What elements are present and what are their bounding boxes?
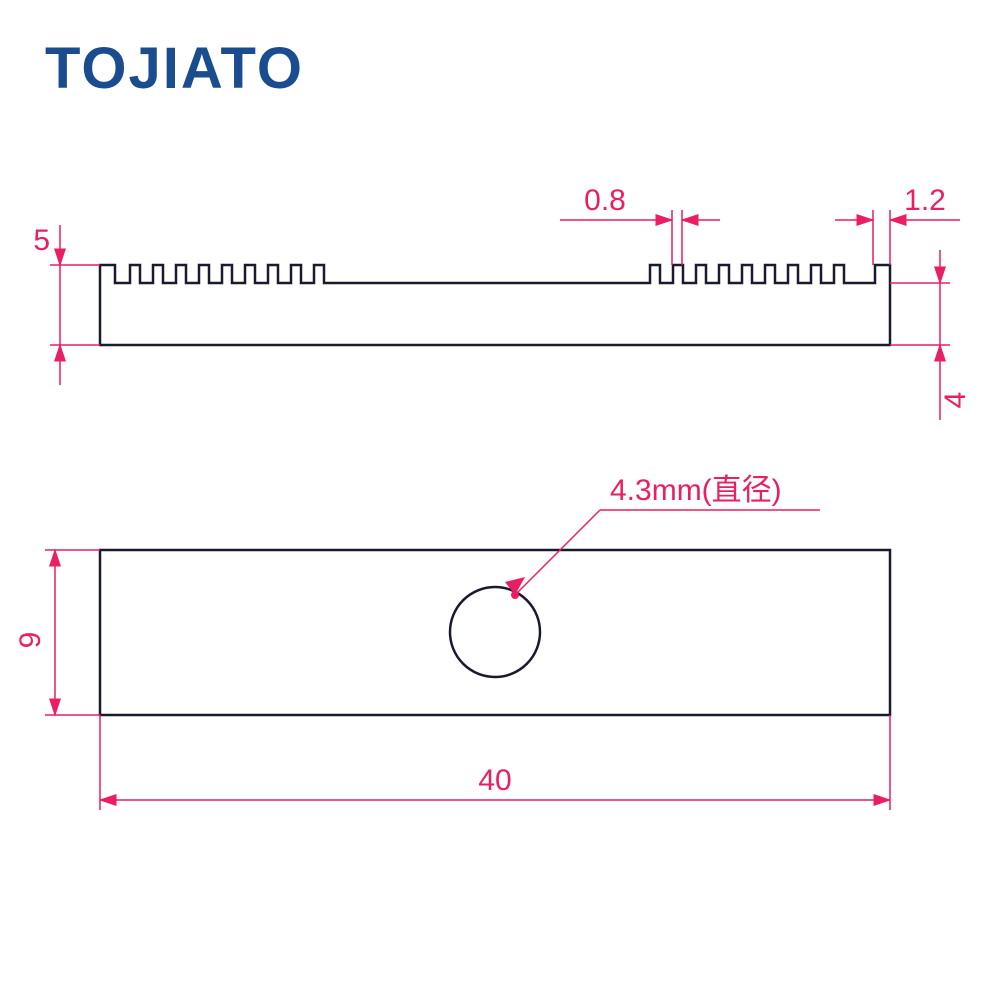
dim-12-label: 1.2 (904, 184, 946, 217)
dim-40-label: 40 (478, 764, 511, 797)
dim-4-label: 4 (939, 392, 972, 409)
dim-9-label: 9 (14, 632, 47, 649)
technical-drawing: 5 0.8 1.2 4 9 (0, 0, 1000, 1000)
dim-height-5: 5 (33, 224, 100, 385)
dim-hole-label: 4.3mm(直径) (610, 474, 782, 507)
dim-tooth-width: 1.2 (835, 184, 960, 265)
side-view (100, 265, 890, 345)
dim-length-40: 40 (100, 715, 890, 810)
dim-base-height: 4 (890, 250, 972, 420)
dim-08-label: 0.8 (584, 184, 626, 217)
brand-logo: TOJIATO (45, 35, 304, 102)
dim-tooth-gap: 0.8 (560, 184, 720, 265)
dim-5-label: 5 (33, 224, 50, 257)
top-view (100, 550, 890, 715)
dim-width-9: 9 (14, 550, 100, 715)
dim-hole-diameter: 4.3mm(直径) (505, 474, 820, 599)
